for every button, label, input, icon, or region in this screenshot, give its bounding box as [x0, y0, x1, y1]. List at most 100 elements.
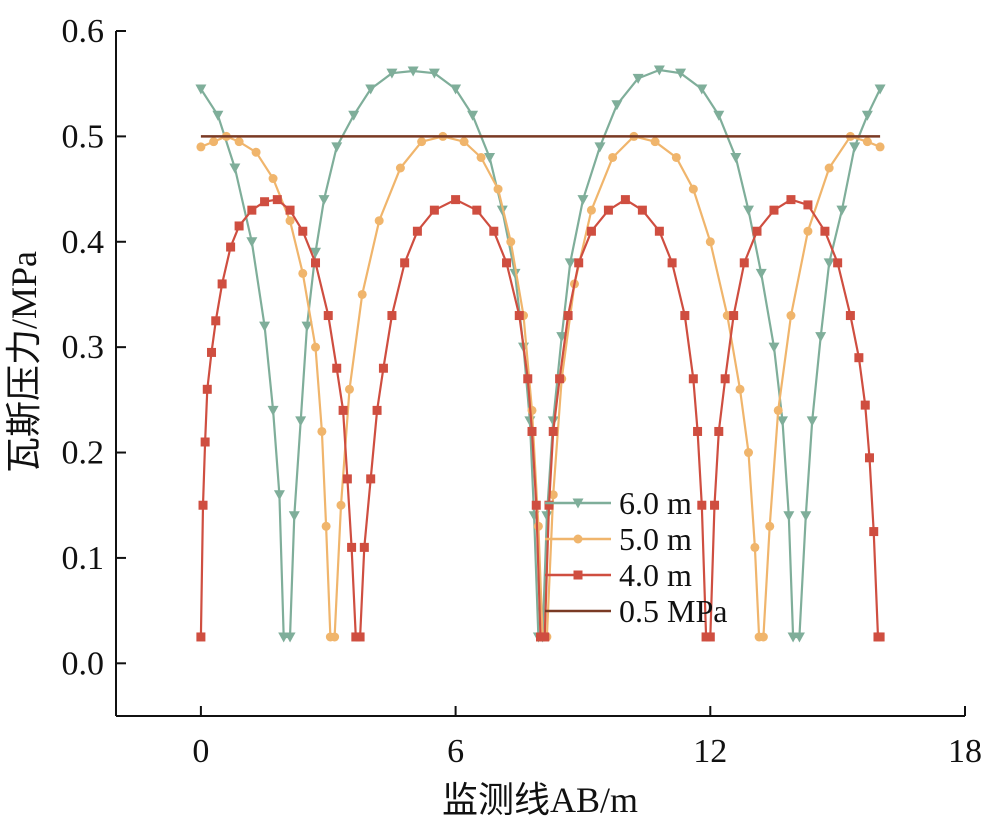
- x-axis-label: 监测线AB/m: [442, 780, 638, 820]
- legend-marker: [572, 498, 584, 509]
- x-tick-label: 12: [693, 733, 727, 770]
- data-point: [874, 84, 886, 95]
- data-point: [671, 152, 681, 162]
- data-point: [739, 258, 749, 268]
- data-point: [654, 226, 664, 236]
- legend-item: 5.0 m: [545, 521, 692, 557]
- data-point: [768, 342, 780, 353]
- data-point: [540, 632, 550, 642]
- series-3: [196, 195, 885, 642]
- data-point: [803, 200, 813, 210]
- y-tick-label: 0.5: [62, 118, 105, 155]
- data-point: [693, 426, 703, 436]
- data-point: [849, 142, 861, 153]
- data-point: [348, 110, 360, 121]
- data-point: [720, 374, 730, 384]
- data-point: [586, 205, 596, 215]
- data-point: [344, 384, 354, 394]
- data-point: [417, 137, 427, 147]
- data-point: [202, 384, 212, 394]
- legend-marker: [573, 534, 583, 544]
- data-point: [862, 137, 872, 147]
- data-point: [793, 632, 805, 643]
- data-point: [311, 342, 321, 352]
- data-point: [198, 500, 208, 510]
- data-point: [484, 152, 496, 163]
- data-point: [875, 142, 885, 152]
- data-point: [752, 226, 762, 236]
- data-point: [311, 258, 321, 268]
- data-point: [714, 426, 724, 436]
- data-point: [317, 426, 327, 436]
- data-point: [259, 321, 271, 332]
- data-point: [506, 237, 516, 247]
- data-point: [548, 490, 558, 500]
- data-point: [207, 347, 217, 357]
- legend-item: 6.0 m: [545, 485, 692, 521]
- data-point: [608, 152, 618, 162]
- data-point: [637, 205, 647, 215]
- data-point: [527, 405, 537, 415]
- data-point: [310, 247, 322, 258]
- data-point: [806, 416, 818, 427]
- data-point: [730, 152, 742, 163]
- series-layer: [195, 65, 886, 643]
- data-point: [744, 448, 754, 458]
- data-point: [246, 237, 258, 248]
- data-point: [705, 237, 715, 247]
- data-point: [786, 311, 796, 321]
- data-point: [336, 500, 346, 510]
- data-point: [776, 416, 788, 427]
- data-point: [574, 258, 584, 268]
- data-point: [476, 152, 486, 162]
- data-point: [387, 311, 397, 321]
- data-point: [755, 268, 767, 279]
- data-point: [783, 511, 795, 522]
- y-tick-label: 0.6: [62, 13, 105, 50]
- series-line: [199, 68, 882, 639]
- data-point: [653, 65, 665, 76]
- data-point: [769, 205, 779, 215]
- legend-item: 0.5 MPa: [545, 593, 727, 629]
- data-point: [295, 416, 307, 427]
- data-point: [400, 258, 410, 268]
- data-point: [688, 184, 698, 194]
- data-point: [357, 289, 367, 299]
- data-point: [864, 453, 874, 463]
- data-point: [234, 221, 244, 231]
- data-point: [318, 195, 330, 206]
- data-point: [407, 66, 419, 77]
- data-point: [861, 110, 873, 121]
- data-point: [331, 142, 343, 153]
- x-tick-label: 6: [447, 733, 464, 770]
- data-point: [710, 500, 720, 510]
- data-point: [288, 511, 300, 522]
- data-point: [800, 511, 812, 522]
- data-point: [260, 197, 270, 207]
- data-point: [234, 137, 244, 147]
- data-point: [395, 163, 405, 173]
- data-point: [301, 321, 313, 332]
- data-point: [735, 384, 745, 394]
- data-point: [212, 110, 224, 121]
- data-point: [347, 542, 357, 552]
- data-point: [820, 226, 830, 236]
- x-tick-label: 0: [192, 733, 209, 770]
- x-ticks: 0 6 12 18: [192, 706, 982, 770]
- data-point: [603, 205, 613, 215]
- data-point: [472, 205, 482, 215]
- y-tick-label: 0.3: [62, 329, 105, 366]
- data-point: [514, 311, 524, 321]
- data-point: [713, 110, 725, 121]
- data-point: [758, 632, 768, 642]
- data-point: [285, 216, 295, 226]
- data-point: [650, 137, 660, 147]
- data-point: [611, 100, 623, 111]
- legend-item: 4.0 m: [545, 557, 692, 593]
- data-point: [845, 311, 855, 321]
- data-point: [773, 405, 783, 415]
- data-point: [533, 521, 543, 531]
- data-point: [680, 311, 690, 321]
- data-point: [577, 195, 589, 206]
- legend-marker: [573, 570, 583, 580]
